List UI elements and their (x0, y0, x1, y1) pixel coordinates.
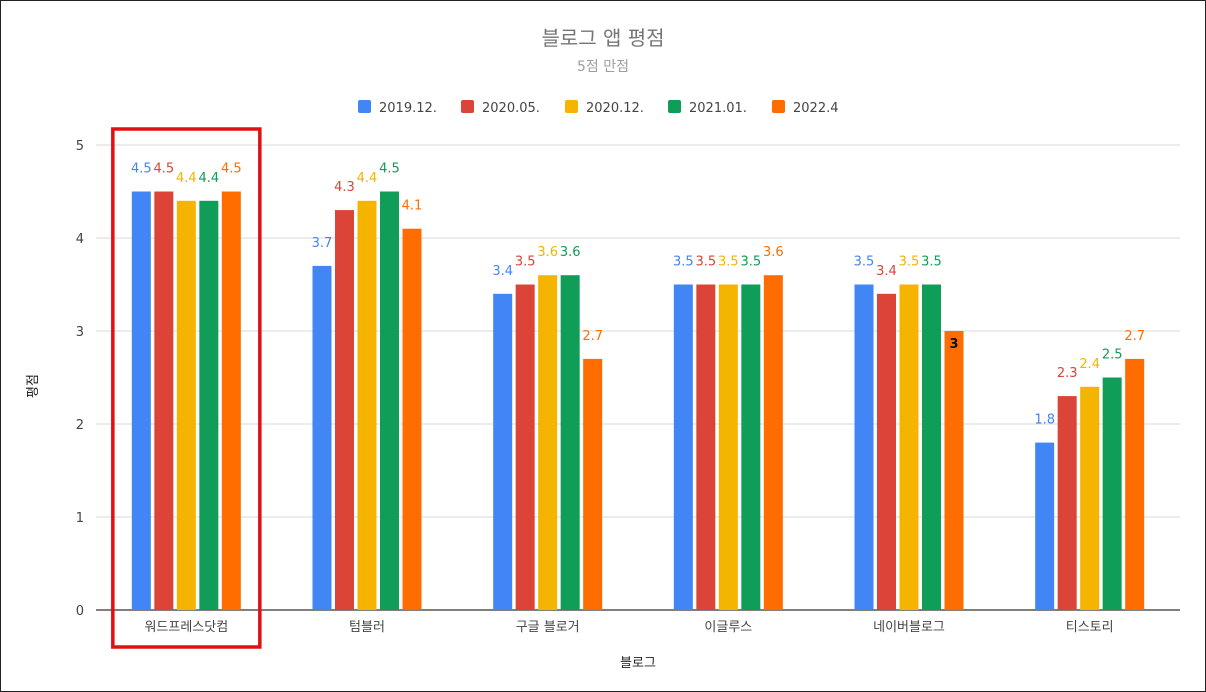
legend-label: 2020.05. (482, 101, 540, 116)
bar (131, 191, 151, 610)
x-tick-label: 구글 블로거 (516, 620, 580, 635)
bar (335, 210, 354, 610)
legend-swatch (565, 100, 578, 113)
data-label: 4.5 (221, 162, 242, 177)
data-label: 3.6 (763, 245, 784, 260)
bar (1080, 386, 1100, 610)
x-tick-label: 워드프레스닷컴 (144, 620, 228, 635)
bar (1035, 442, 1055, 610)
data-label: 3.5 (740, 255, 761, 270)
data-label: 3 (949, 337, 958, 352)
data-label: 4.3 (334, 180, 355, 195)
bar (922, 284, 941, 610)
bar (763, 275, 783, 610)
x-axis-ticks: 워드프레스닷컴 텀블러 구글 블로거 이글루스 네이버블로그 티스토리 (144, 620, 1113, 635)
y-tick-label: 5 (76, 139, 84, 154)
data-label: 2.7 (582, 329, 603, 344)
legend-label: 2019.12. (379, 101, 437, 116)
legend-label: 2020.12. (586, 101, 644, 116)
y-tick-label: 0 (76, 604, 84, 619)
bar (199, 200, 219, 611)
bar (176, 200, 196, 611)
data-label: 1.8 (1034, 413, 1055, 428)
data-label: 4.4 (176, 171, 197, 186)
bar (696, 284, 716, 610)
data-label: 2.5 (1102, 348, 1123, 363)
y-tick-label: 2 (76, 418, 84, 433)
bar (312, 265, 332, 610)
data-label: 4.1 (402, 199, 423, 214)
legend-swatch (358, 100, 371, 113)
data-label: 4.5 (153, 162, 174, 177)
data-label: 4.4 (357, 171, 378, 186)
gridlines (96, 144, 1180, 611)
y-tick-label: 1 (76, 511, 84, 526)
legend-label: 2021.01. (689, 101, 747, 116)
data-label: 3.7 (312, 236, 333, 251)
y-axis-ticks: 0 1 2 3 4 5 (76, 139, 84, 619)
legend-label: 2022.4 (793, 101, 839, 116)
bar (583, 358, 603, 610)
data-label: 2.4 (1079, 357, 1100, 372)
data-label: 2.3 (1057, 366, 1078, 381)
data-label: 3.6 (560, 245, 581, 260)
data-label: 4.5 (379, 162, 400, 177)
data-label: 2.7 (1124, 329, 1145, 344)
bar (673, 284, 693, 610)
data-label: 4.4 (198, 171, 219, 186)
y-axis-title: 평점 (26, 374, 41, 398)
highlight-rect (111, 127, 262, 649)
data-label: 4.5 (131, 162, 152, 177)
chart-subtitle: 5점 만점 (577, 59, 629, 75)
y-tick-label: 3 (76, 325, 84, 340)
bar (402, 228, 422, 610)
data-labels: 4.5 4.54.4 4.44.53.74.34.44.54.13.43.53.6 3… (131, 162, 1145, 428)
data-label: 3.4 (492, 264, 513, 279)
data-label: 3.6 (537, 245, 558, 260)
bar (357, 200, 377, 611)
data-label: 3.5 (921, 255, 942, 270)
bar (538, 275, 558, 610)
data-label: 3.5 (515, 255, 536, 270)
x-tick-label: 네이버블로그 (873, 620, 945, 635)
x-axis-title: 블로그 (620, 656, 656, 671)
bar (154, 191, 174, 610)
x-tick-label: 티스토리 (1066, 620, 1114, 635)
data-label: 3.4 (876, 264, 897, 279)
bar (944, 331, 964, 610)
bar (854, 284, 874, 610)
bar (380, 191, 399, 610)
bar (1125, 358, 1145, 610)
highlight-box (111, 127, 262, 649)
bar (515, 284, 535, 610)
data-label: 3.5 (899, 255, 920, 270)
bar (877, 293, 896, 610)
data-label: 3.5 (695, 255, 716, 270)
data-label: 3.5 (718, 255, 739, 270)
x-tick-label: 텀블러 (349, 620, 385, 635)
bar (1102, 377, 1122, 610)
chart-title: 블로그 앱 평점 (541, 26, 664, 50)
legend: 2019.12. 2020.05. 2020.12. 2021.01. 2022.4 (358, 100, 839, 116)
bar (899, 284, 919, 610)
bar (221, 191, 241, 610)
legend-swatch (461, 100, 474, 113)
bar (1057, 396, 1077, 610)
bar (741, 284, 761, 610)
y-tick-label: 4 (76, 232, 84, 247)
bar (718, 284, 738, 610)
legend-swatch (668, 100, 681, 113)
bar (493, 293, 513, 610)
x-tick-label: 이글루스 (704, 620, 752, 635)
bars (131, 191, 1145, 611)
legend-swatch (772, 100, 785, 113)
bar (560, 275, 580, 610)
data-label: 3.5 (854, 255, 875, 270)
data-label: 3.5 (673, 255, 694, 270)
